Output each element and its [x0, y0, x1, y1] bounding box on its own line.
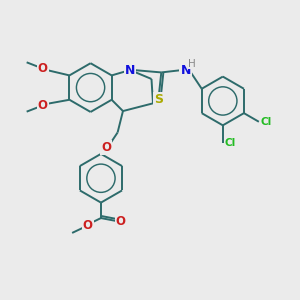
Text: N: N: [125, 64, 135, 76]
Text: Cl: Cl: [261, 117, 272, 127]
Text: O: O: [82, 219, 93, 232]
Text: Cl: Cl: [225, 138, 236, 148]
Text: O: O: [38, 62, 48, 75]
Text: O: O: [38, 99, 48, 112]
Text: S: S: [154, 93, 164, 106]
Text: N: N: [181, 64, 191, 76]
Text: H: H: [188, 58, 196, 68]
Text: O: O: [101, 141, 111, 154]
Text: O: O: [116, 215, 126, 228]
